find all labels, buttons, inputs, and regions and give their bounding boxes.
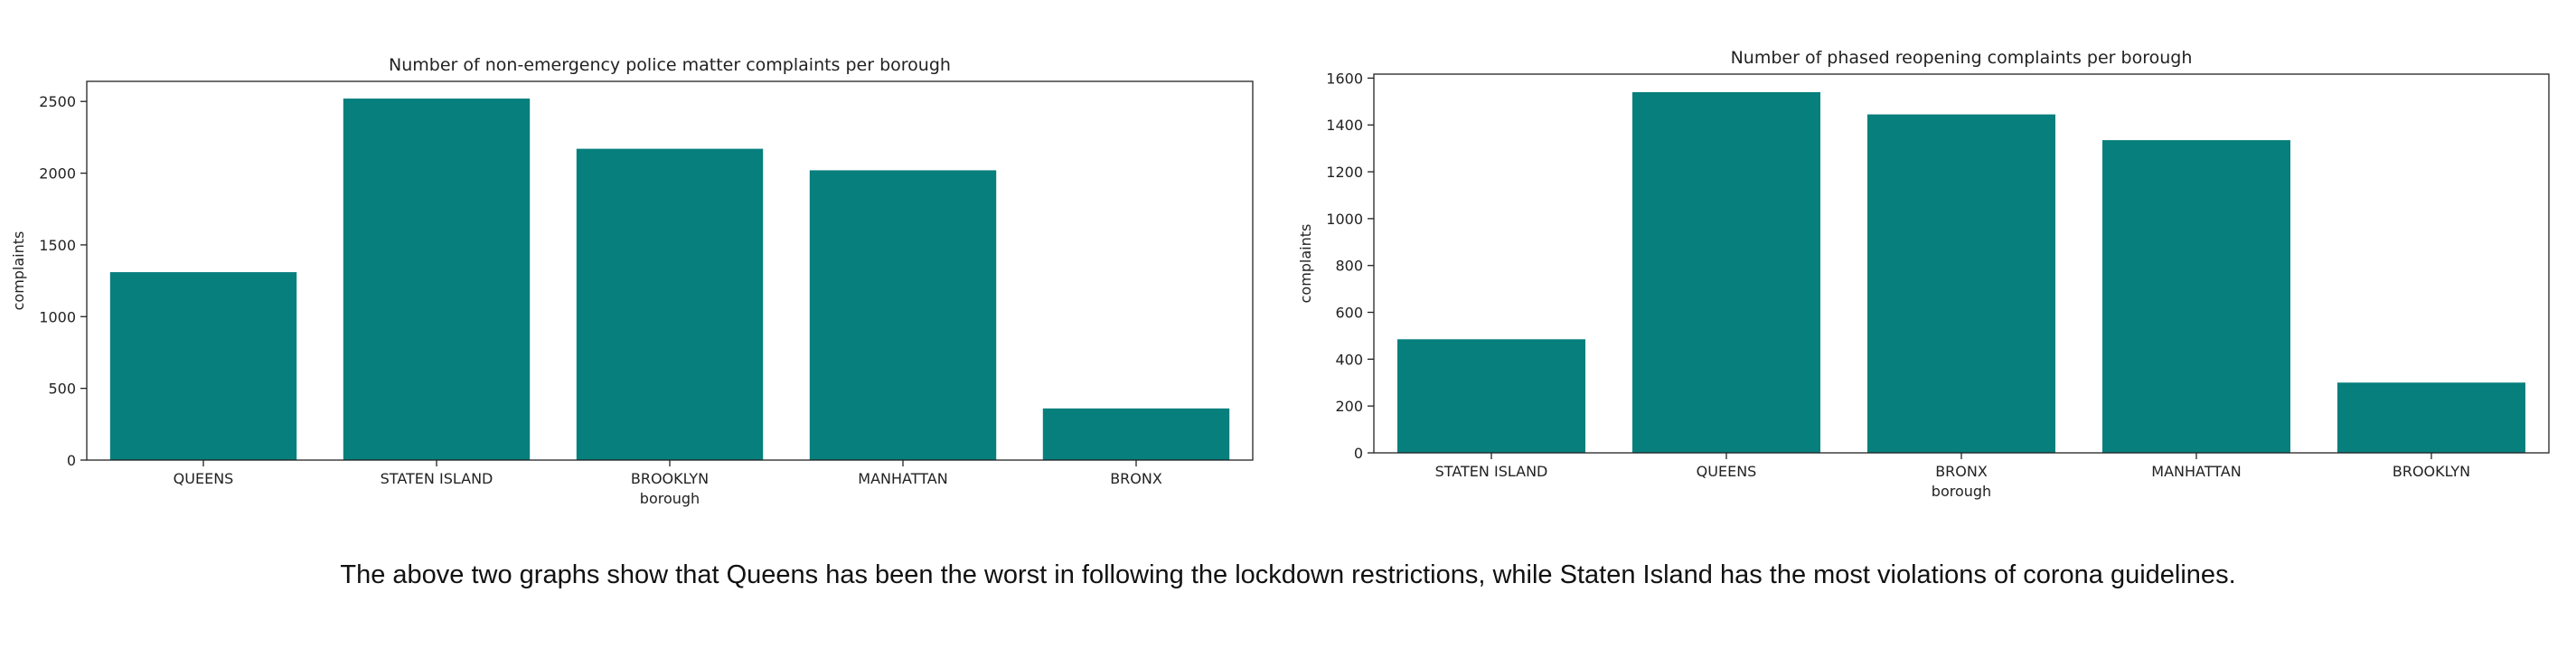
x-tick-label: MANHATTAN	[858, 470, 947, 487]
y-tick-label: 1500	[39, 237, 76, 254]
y-axis-label: complaints	[10, 231, 27, 311]
bar-staten-island	[1397, 339, 1585, 453]
x-tick-label: BRONX	[1110, 470, 1162, 487]
x-tick-label: MANHATTAN	[2151, 463, 2241, 480]
bar-brooklyn	[576, 148, 764, 460]
y-tick-label: 600	[1335, 305, 1363, 322]
y-tick-label: 1000	[39, 308, 76, 325]
complaints-chart-police: Number of non-emergency police matter co…	[10, 55, 1254, 507]
chart-title: Number of non-emergency police matter co…	[389, 55, 951, 75]
bar-manhattan	[2102, 140, 2290, 453]
y-tick-label: 1400	[1326, 117, 1363, 134]
y-tick-label: 1200	[1326, 164, 1363, 181]
x-axis-label: borough	[1932, 483, 1991, 500]
y-tick-label: 500	[48, 381, 76, 398]
x-tick-label: STATEN ISLAND	[381, 470, 494, 487]
chart-title: Number of phased reopening complaints pe…	[1731, 48, 2193, 68]
x-tick-label: BROOKLYN	[2393, 463, 2470, 480]
y-tick-label: 200	[1335, 398, 1363, 415]
y-tick-label: 2500	[39, 93, 76, 110]
x-tick-label: BRONX	[1935, 463, 1988, 480]
y-tick-label: 2000	[39, 165, 76, 183]
x-axis-label: borough	[640, 490, 700, 507]
x-tick-label: QUEENS	[174, 470, 234, 487]
y-tick-label: 0	[1354, 445, 1363, 462]
bar-bronx	[1042, 408, 1230, 460]
y-axis-label: complaints	[1297, 224, 1314, 304]
y-tick-label: 0	[67, 452, 76, 469]
bar-staten-island	[343, 99, 531, 460]
x-tick-label: BROOKLYN	[631, 470, 709, 487]
x-tick-label: STATEN ISLAND	[1435, 463, 1548, 480]
bar-bronx	[1867, 114, 2055, 453]
y-tick-label: 400	[1335, 351, 1363, 368]
bar-brooklyn	[2337, 382, 2525, 453]
complaints-chart-reopening: Number of phased reopening complaints pe…	[1297, 48, 2550, 500]
bar-queens	[109, 272, 297, 460]
bar-queens	[1632, 91, 1820, 453]
bar-manhattan	[809, 170, 997, 460]
y-tick-label: 1000	[1326, 211, 1363, 228]
y-tick-label: 1600	[1326, 70, 1363, 87]
summary-caption: The above two graphs show that Queens ha…	[340, 560, 2236, 589]
y-tick-label: 800	[1335, 258, 1363, 275]
x-tick-label: QUEENS	[1697, 463, 1757, 480]
